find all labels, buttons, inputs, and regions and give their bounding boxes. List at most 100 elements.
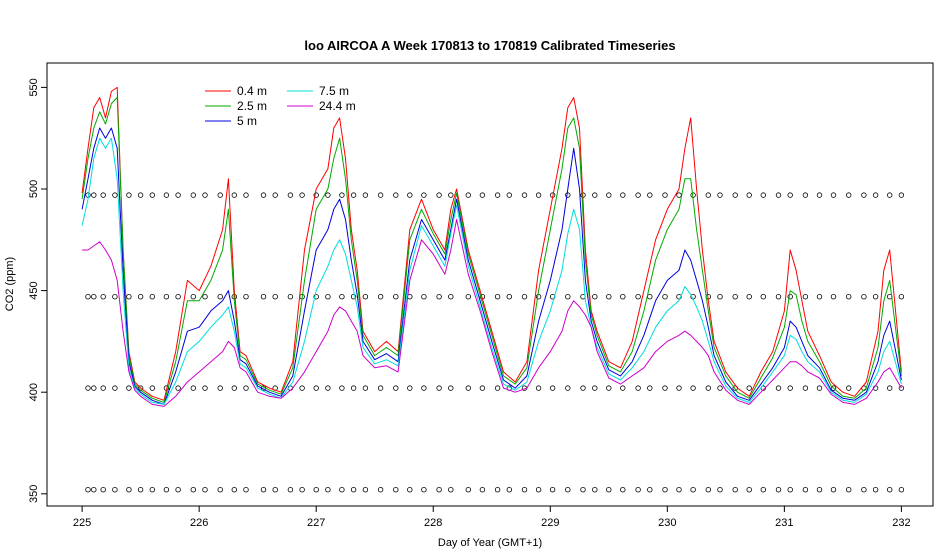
- calibration-marker: [732, 294, 738, 300]
- calibration-marker: [494, 487, 501, 493]
- calibration-marker: [325, 192, 331, 198]
- series-line-0-4-m: [81, 86, 902, 401]
- calibration-marker: [112, 487, 118, 493]
- calibration-marker: [887, 192, 893, 198]
- calibration-marker: [362, 192, 369, 198]
- calibration-marker: [339, 192, 345, 198]
- calibration-marker: [775, 487, 782, 493]
- calibration-marker: [137, 294, 144, 300]
- calibration-marker: [620, 192, 626, 198]
- calibration-marker: [592, 294, 598, 300]
- calibration-marker: [635, 192, 641, 198]
- calibration-marker: [126, 385, 132, 391]
- calibration-marker: [202, 192, 208, 198]
- legend: 0.4 m2.5 m5 m 7.5 m24.4 m: [205, 84, 356, 128]
- calibration-marker: [479, 385, 486, 391]
- calibration-marker: [231, 487, 237, 493]
- calibration-marker: [662, 192, 668, 198]
- calibration-marker: [846, 385, 852, 391]
- calibration-marker: [448, 385, 454, 391]
- calibration-marker: [760, 294, 766, 300]
- calibration-marker: [506, 487, 512, 493]
- calibration-marker: [620, 385, 626, 391]
- calibration-marker: [421, 192, 427, 198]
- calibration-marker: [362, 487, 369, 493]
- calibration-marker: [662, 294, 668, 300]
- calibration-marker: [85, 385, 91, 391]
- calibration-marker: [746, 385, 752, 391]
- calibration-marker: [861, 294, 867, 300]
- calibration-marker: [494, 385, 501, 391]
- calibration-marker: [299, 192, 305, 198]
- legend-label: 24.4 m: [319, 99, 356, 113]
- x-tick-label: 232: [892, 517, 910, 529]
- calibration-marker: [565, 192, 571, 198]
- calibration-marker: [816, 385, 823, 391]
- calibration-marker: [407, 385, 413, 391]
- calibration-marker: [635, 487, 641, 493]
- calibration-marker: [393, 487, 399, 493]
- calibration-marker: [362, 385, 369, 391]
- x-axis: 225 226 227 228 229 230 231 232: [73, 505, 911, 529]
- calibration-marker: [549, 385, 556, 391]
- calibration-marker: [91, 487, 97, 493]
- calibration-marker: [647, 192, 653, 198]
- calibration-marker: [231, 192, 237, 198]
- calibration-marker: [887, 487, 893, 493]
- calibration-marker: [100, 385, 106, 391]
- calibration-marker: [217, 294, 223, 300]
- calibration-marker: [465, 487, 471, 493]
- y-tick-label: 350: [28, 485, 40, 503]
- calibration-marker: [149, 487, 155, 493]
- calibration-marker: [325, 294, 331, 300]
- calibration-marker: [846, 487, 852, 493]
- calibration-marker: [861, 192, 867, 198]
- calibration-marker: [436, 487, 442, 493]
- calibration-marker: [816, 192, 823, 198]
- calibration-marker: [272, 192, 278, 198]
- calibration-marker: [126, 487, 132, 493]
- y-axis: 350 400 450 500 550: [28, 78, 48, 503]
- calibration-marker: [592, 192, 598, 198]
- calibration-marker: [175, 385, 181, 391]
- calibration-marker: [407, 192, 413, 198]
- calibration-marker: [565, 385, 571, 391]
- calibration-marker: [313, 192, 319, 198]
- calibration-marker: [775, 294, 782, 300]
- calibration-marker: [535, 294, 542, 300]
- calibration-marker: [91, 385, 97, 391]
- calibration-marker: [287, 487, 294, 493]
- calibration-marker: [448, 192, 454, 198]
- calibration-marker: [436, 192, 442, 198]
- calibration-marker: [112, 385, 118, 391]
- calibration-marker: [421, 487, 427, 493]
- calibration-marker: [802, 487, 809, 493]
- calibration-marker: [299, 385, 305, 391]
- calibration-marker: [350, 294, 357, 300]
- calibration-marker: [846, 192, 852, 198]
- calibration-marker: [872, 294, 879, 300]
- calibration-markers: [85, 192, 905, 493]
- x-tick-label: 226: [190, 517, 208, 529]
- calibration-marker: [190, 294, 196, 300]
- calibration-marker: [830, 294, 837, 300]
- calibration-marker: [565, 487, 571, 493]
- calibration-marker: [816, 487, 823, 493]
- calibration-marker: [746, 487, 752, 493]
- calibration-marker: [898, 385, 905, 391]
- calibration-marker: [746, 294, 752, 300]
- calibration-marker: [846, 294, 852, 300]
- calibration-marker: [535, 487, 542, 493]
- calibration-marker: [421, 294, 427, 300]
- calibration-marker: [377, 294, 384, 300]
- calibration-marker: [243, 487, 249, 493]
- calibration-marker: [190, 487, 196, 493]
- calibration-marker: [787, 487, 793, 493]
- calibration-marker: [91, 192, 97, 198]
- calibration-marker: [802, 385, 809, 391]
- calibration-marker: [190, 385, 196, 391]
- calibration-marker: [202, 294, 208, 300]
- calibration-marker: [85, 487, 91, 493]
- calibration-marker: [479, 487, 486, 493]
- calibration-marker: [217, 192, 223, 198]
